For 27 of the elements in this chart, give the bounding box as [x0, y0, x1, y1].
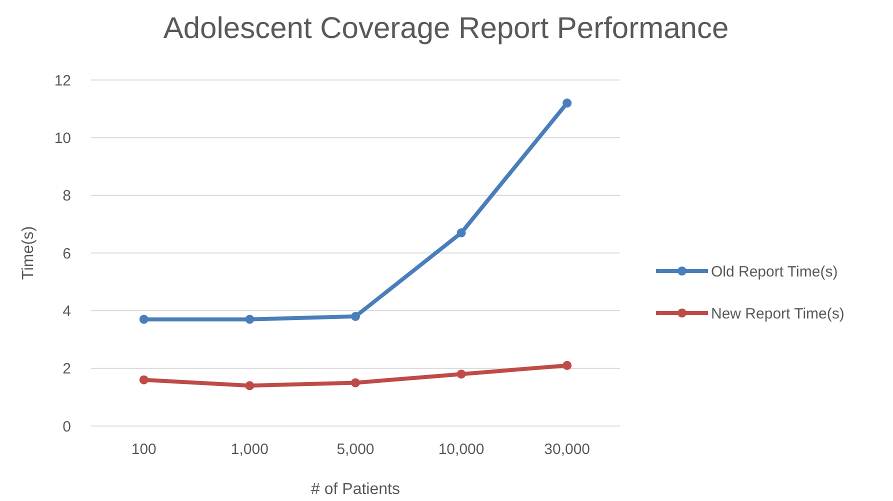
x-tick-label: 100 — [131, 441, 156, 458]
y-tick-label: 6 — [62, 245, 71, 262]
y-tick-label: 10 — [54, 130, 71, 147]
y-tick-label: 8 — [62, 188, 71, 205]
point — [139, 375, 148, 384]
y-tick-label: 2 — [62, 360, 71, 378]
x-axis-title: # of Patients — [311, 481, 400, 498]
y-axis-title: Time(s) — [20, 226, 37, 280]
chart-title: Adolescent Coverage Report Performance — [163, 12, 729, 45]
point — [562, 98, 572, 108]
x-tick-label: 1,000 — [230, 441, 268, 458]
y-tick-label: 12 — [54, 72, 71, 90]
point — [245, 314, 254, 324]
point — [562, 360, 572, 370]
point — [350, 312, 360, 321]
point — [350, 378, 360, 388]
legend-label: New Report Time(s) — [711, 305, 844, 322]
legend-label: Old Report Time(s) — [711, 263, 838, 280]
x-tick-label: 5,000 — [336, 441, 374, 458]
x-tick-label: 10,000 — [438, 441, 484, 458]
point — [456, 370, 466, 379]
point — [456, 228, 466, 238]
point — [139, 314, 148, 324]
point — [245, 381, 254, 390]
y-tick-label: 0 — [62, 418, 71, 436]
x-tick-label: 30,000 — [544, 441, 590, 458]
y-tick-label: 4 — [62, 302, 71, 320]
